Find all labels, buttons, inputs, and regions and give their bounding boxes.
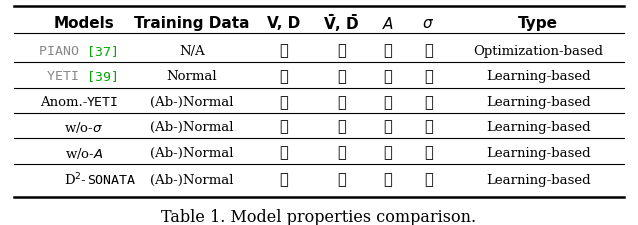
Text: ✓: ✓ bbox=[424, 172, 433, 186]
Text: Normal: Normal bbox=[167, 70, 218, 83]
Text: Anom.-: Anom.- bbox=[40, 96, 87, 109]
Text: ✗: ✗ bbox=[383, 44, 392, 58]
Text: Optimization-based: Optimization-based bbox=[473, 45, 603, 57]
Text: ✓: ✓ bbox=[279, 172, 288, 186]
Text: YETI: YETI bbox=[47, 70, 87, 83]
Text: (Ab-)Normal: (Ab-)Normal bbox=[150, 121, 234, 133]
Text: ✓: ✓ bbox=[337, 120, 346, 134]
Text: ✗: ✗ bbox=[337, 70, 346, 83]
Text: ✓: ✓ bbox=[279, 44, 288, 58]
Text: ✓: ✓ bbox=[279, 146, 288, 160]
Text: (Ab-)Normal: (Ab-)Normal bbox=[150, 173, 234, 186]
Text: ✗: ✗ bbox=[383, 146, 392, 160]
Text: Type: Type bbox=[518, 16, 558, 31]
Text: ✗: ✗ bbox=[424, 120, 433, 134]
Text: Learning-based: Learning-based bbox=[486, 173, 590, 186]
Text: [39]: [39] bbox=[87, 70, 119, 83]
Text: w/o-$A$: w/o-$A$ bbox=[65, 145, 103, 160]
Text: ✗: ✗ bbox=[424, 70, 433, 83]
Text: ✗: ✗ bbox=[383, 95, 392, 109]
Text: Table 1. Model properties comparison.: Table 1. Model properties comparison. bbox=[161, 209, 477, 225]
Text: YETI: YETI bbox=[87, 96, 119, 109]
Text: ✓: ✓ bbox=[337, 146, 346, 160]
Text: ✗: ✗ bbox=[424, 44, 433, 58]
Text: N/A: N/A bbox=[179, 45, 205, 57]
Text: PIANO: PIANO bbox=[38, 45, 87, 57]
Text: ✓: ✓ bbox=[424, 146, 433, 160]
Text: D$^2$-: D$^2$- bbox=[64, 171, 87, 188]
Text: Training Data: Training Data bbox=[134, 16, 249, 31]
Text: Learning-based: Learning-based bbox=[486, 146, 590, 159]
Text: SONATA: SONATA bbox=[87, 173, 135, 186]
Text: Models: Models bbox=[54, 16, 114, 31]
Text: $\mathbf{\bar{V}}$, $\mathbf{\bar{D}}$: $\mathbf{\bar{V}}$, $\mathbf{\bar{D}}$ bbox=[323, 13, 360, 34]
Text: ✗: ✗ bbox=[383, 70, 392, 83]
Text: $A$: $A$ bbox=[382, 16, 394, 31]
Text: V, D: V, D bbox=[267, 16, 300, 31]
Text: ✓: ✓ bbox=[383, 120, 392, 134]
Text: ✗: ✗ bbox=[337, 44, 346, 58]
Text: $\sigma$: $\sigma$ bbox=[422, 16, 434, 31]
Text: ✗: ✗ bbox=[424, 95, 433, 109]
Text: ✓: ✓ bbox=[279, 70, 288, 83]
Text: [37]: [37] bbox=[87, 45, 119, 57]
Text: ✓: ✓ bbox=[279, 95, 288, 109]
Text: w/o-$\sigma$: w/o-$\sigma$ bbox=[64, 119, 103, 135]
Text: Learning-based: Learning-based bbox=[486, 121, 590, 133]
Text: Learning-based: Learning-based bbox=[486, 96, 590, 109]
Text: ✗: ✗ bbox=[337, 95, 346, 109]
Text: Learning-based: Learning-based bbox=[486, 70, 590, 83]
Text: ✓: ✓ bbox=[383, 172, 392, 186]
Text: (Ab-)Normal: (Ab-)Normal bbox=[150, 96, 234, 109]
Text: ✓: ✓ bbox=[337, 172, 346, 186]
Text: ✓: ✓ bbox=[279, 120, 288, 134]
Text: (Ab-)Normal: (Ab-)Normal bbox=[150, 146, 234, 159]
